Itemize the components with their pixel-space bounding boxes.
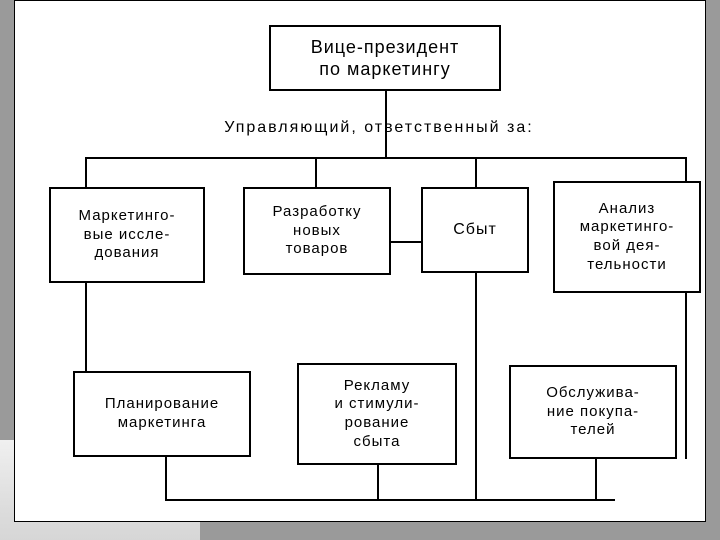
node-advertising-promotion: Рекламуи стимули-рованиесбыта [297,363,457,465]
caption-label: Управляющий, ответственный за: [224,119,533,136]
connector-v [595,459,597,499]
caption-manager-responsible: Управляющий, ответственный за: [159,119,599,141]
connector-h [391,241,421,243]
node-new-products: Разработкуновыхтоваров [243,187,391,275]
node-label: Планированиемаркетинга [105,395,219,433]
connector-v [377,465,379,499]
node-label: Обслужива-ние покупа-телей [546,384,640,440]
node-marketing-research: Маркетинго-вые иссле-дования [49,187,205,283]
connector-v [315,157,317,187]
connector-h [85,157,685,159]
node-label: Разработкуновыхтоваров [273,203,362,259]
node-root-vp-marketing: Вице-президентпо маркетингу [269,25,501,91]
connector-v [685,293,687,459]
node-sales: Сбыт [421,187,529,273]
node-label: Сбыт [453,220,497,240]
node-marketing-analysis: Анализмаркетинго-вой дея-тельности [553,181,701,293]
connector-v [85,283,87,371]
node-marketing-planning: Планированиемаркетинга [73,371,251,457]
node-customer-service: Обслужива-ние покупа-телей [509,365,677,459]
connector-v [85,157,87,187]
node-root-label: Вице-президентпо маркетингу [311,36,460,81]
connector-v [475,273,477,499]
node-label: Рекламуи стимули-рованиесбыта [334,377,419,452]
node-label: Анализмаркетинго-вой дея-тельности [580,200,675,275]
connector-h [165,499,615,501]
connector-v [165,457,167,499]
node-label: Маркетинго-вые иссле-дования [79,207,176,263]
diagram-page: Вице-президентпо маркетингу Управляющий,… [14,0,706,522]
connector-v [475,157,477,187]
